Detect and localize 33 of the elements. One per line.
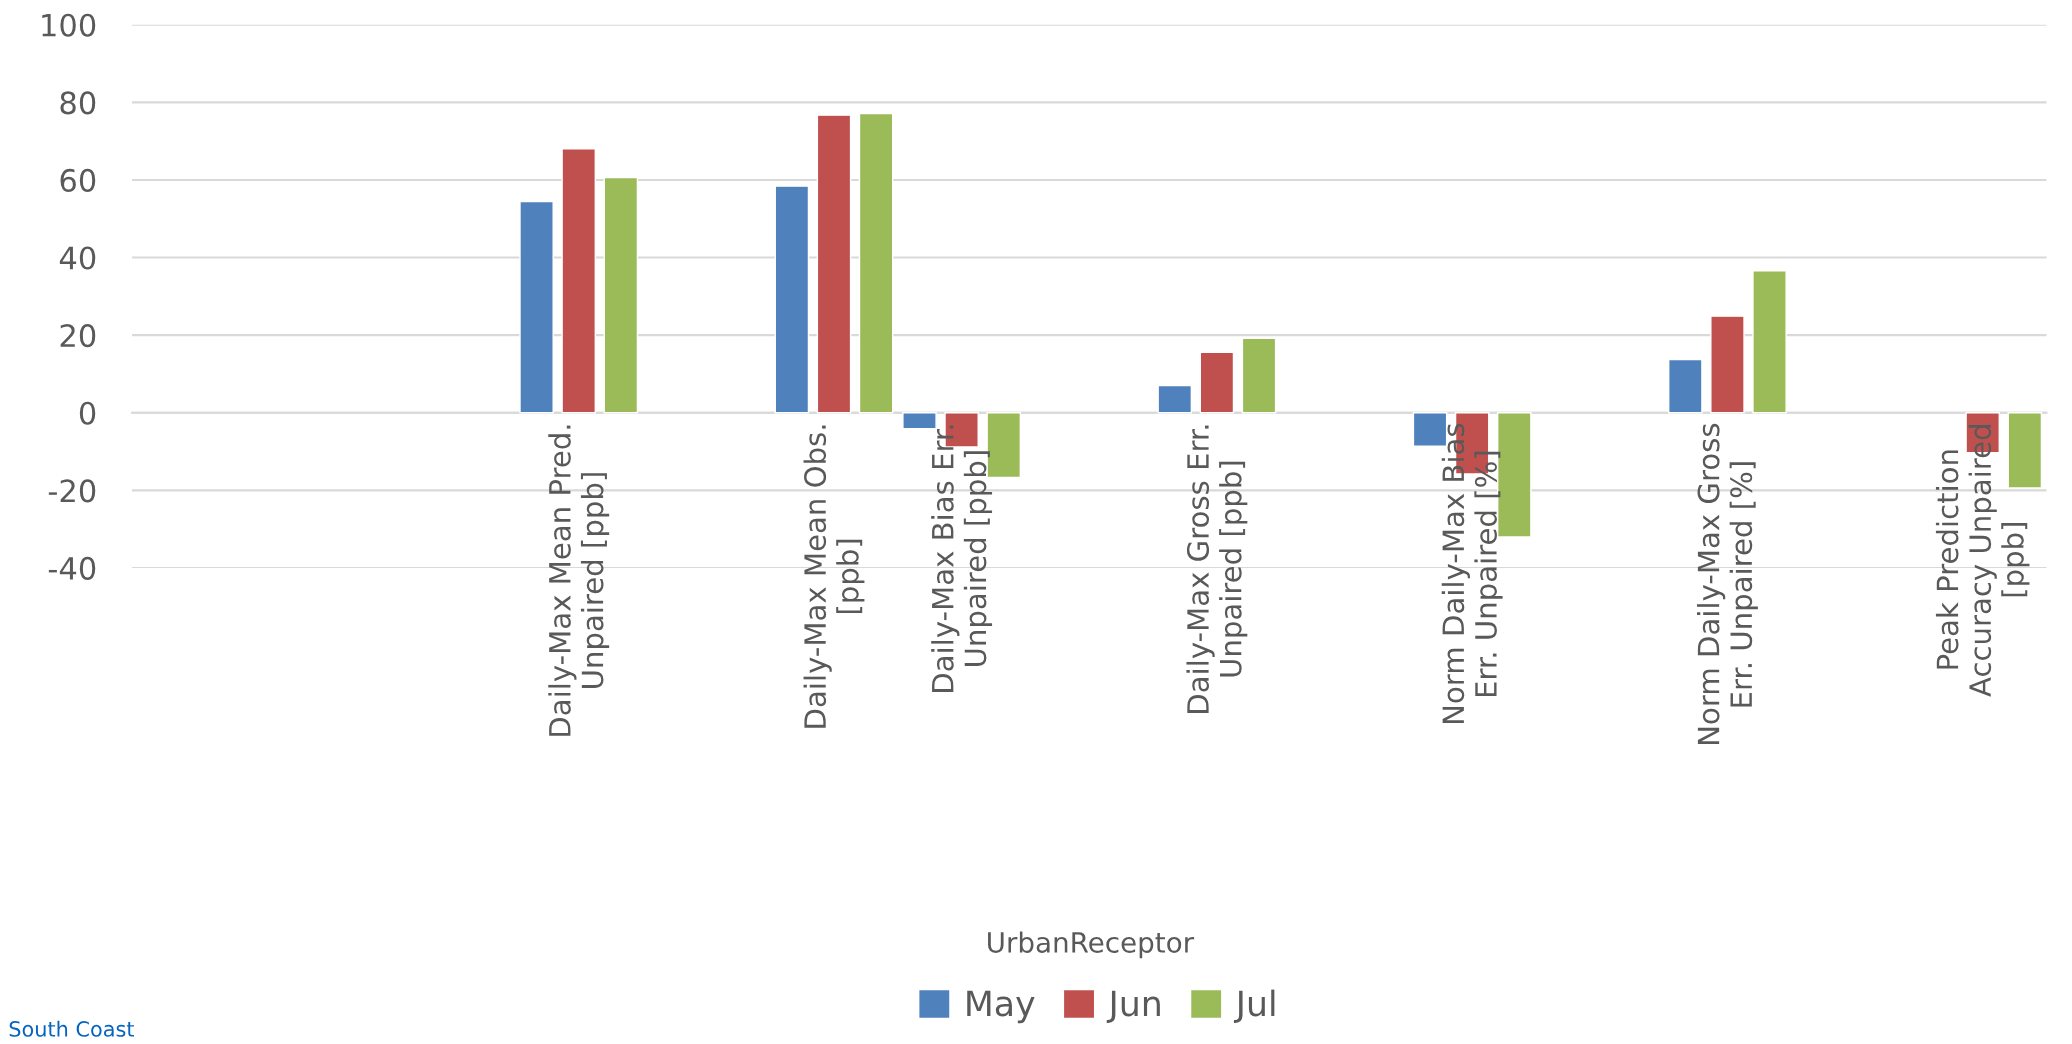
bar [816,114,852,414]
x-tick-label: Daily-Max Bias Err. Unpaired [ppb] [931,425,993,692]
x-tick-label: Daily-Max Mean Pred. Unpaired [ppb] [548,425,610,736]
bar [561,148,596,414]
legend-label: Jun [1106,990,1160,1023]
y-tick-label: 100 [42,13,96,37]
y-tick-label: -20 [48,479,96,503]
x-tick-label: Daily-Max Gross Err. Unpaired [ppb] [1186,425,1248,713]
y-tick-label: 60 [60,168,96,192]
bar [1752,270,1787,414]
text: UrbanReceptor [988,931,1195,959]
bar [1241,337,1277,414]
bar [603,176,639,414]
y-tick-label: 40 [59,246,96,270]
y-tick-label: -40 [48,556,96,580]
legend-label: Jul [1233,989,1275,1023]
bar [1199,351,1235,414]
y-tick-label: 80 [60,91,96,115]
bar [1710,315,1745,414]
x-tick-label: Norm Daily-Max Gross Err. Unpaired [%] [1696,423,1758,744]
x-tick-label: Peak Prediction Accuracy Unpaired [ppb] [1935,425,2030,697]
bar [1157,384,1193,414]
legend-label: May [967,990,1035,1024]
bar [519,200,554,414]
y-tick-label: 0 [79,401,96,425]
bar [858,112,894,414]
x-tick-label: Daily-Max Mean Obs. [ppb] [803,425,865,728]
bar [1668,358,1703,414]
bar [2007,412,2043,489]
x-tick-label: Norm Daily-Max Bias Err. Unpaired [%] [1441,423,1503,723]
y-tick-label: 20 [60,324,96,348]
text: South Coast [9,1020,135,1037]
bar [774,185,810,414]
